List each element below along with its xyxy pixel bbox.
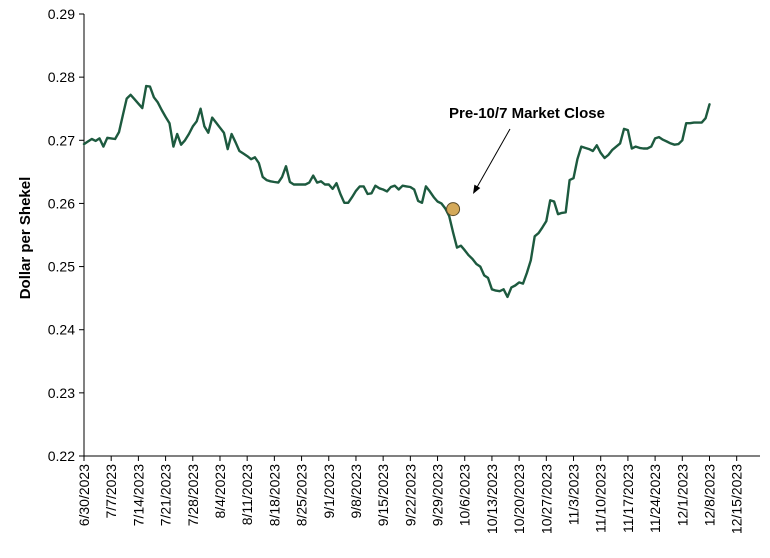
x-tick-label: 7/21/2023 xyxy=(158,464,174,526)
series-line-0 xyxy=(82,84,711,299)
x-tick-label: 8/4/2023 xyxy=(212,464,228,519)
annotation-marker xyxy=(446,202,461,217)
x-tick-label: 12/1/2023 xyxy=(674,464,690,526)
x-tick-label: 8/11/2023 xyxy=(239,464,255,525)
annotation-label: Pre-10/7 Market Close xyxy=(449,105,605,122)
y-axis-title: Dollar per Shekel xyxy=(17,177,34,300)
x-tick-group: 6/30/2023 7/7/2023 7/14/2023 7/21/2023 7/28/… xyxy=(76,456,745,534)
x-tick-label: 9/1/2023 xyxy=(321,464,337,519)
y-tick-label: 0.22 xyxy=(48,448,75,464)
plot-area xyxy=(83,14,760,457)
y-tick-label: 0.26 xyxy=(48,195,75,211)
x-tick-label: 8/25/2023 xyxy=(294,464,310,526)
y-tick-label: 0.28 xyxy=(48,69,75,85)
x-tick-label: 7/14/2023 xyxy=(130,464,146,526)
x-tick-label: 10/13/2023 xyxy=(484,464,500,534)
annotation-arrowhead xyxy=(473,184,481,194)
annotation-layer: Pre-10/7 Market Close xyxy=(446,105,605,217)
x-tick-label: 12/15/2023 xyxy=(729,464,745,534)
y-tick-label: 0.27 xyxy=(48,132,75,148)
x-tick-label: 12/8/2023 xyxy=(701,464,717,526)
x-tick-label: 11/24/2023 xyxy=(647,464,663,533)
y-tick-label: 0.23 xyxy=(48,385,75,401)
x-tick-label: 11/3/2023 xyxy=(566,464,582,525)
x-tick-label: 8/18/2023 xyxy=(266,464,282,526)
x-tick-label: 11/17/2023 xyxy=(620,464,636,533)
x-tick-label: 9/8/2023 xyxy=(348,464,364,519)
series-layer xyxy=(82,84,711,299)
x-tick-label: 10/20/2023 xyxy=(511,464,527,534)
y-tick-label: 0.25 xyxy=(48,259,75,275)
y-tick-label: 0.24 xyxy=(48,322,75,338)
x-tick-label: 7/7/2023 xyxy=(103,464,119,519)
x-tick-label: 10/6/2023 xyxy=(457,464,473,526)
y-tick-label: 0.29 xyxy=(48,6,75,22)
x-tick-label: 9/15/2023 xyxy=(375,464,391,526)
x-tick-label: 11/10/2023 xyxy=(593,464,609,533)
annotation-arrow xyxy=(475,128,511,190)
x-tick-label: 7/28/2023 xyxy=(185,464,201,526)
x-tick-label: 10/27/2023 xyxy=(538,464,554,534)
x-tick-label: 9/29/2023 xyxy=(430,464,446,526)
x-tick-label: 6/30/2023 xyxy=(76,464,92,526)
x-tick-label: 9/22/2023 xyxy=(402,464,418,526)
y-tick-group: 0.22 0.23 0.24 0.25 0.26 0.27 0.28 0.29 xyxy=(48,6,84,464)
